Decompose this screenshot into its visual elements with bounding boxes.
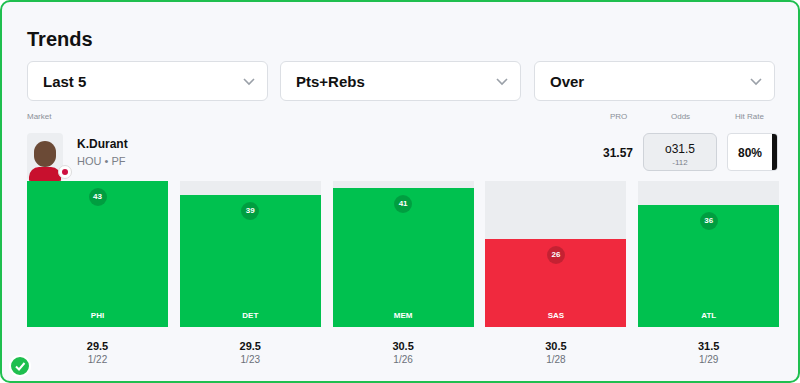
category-label: MEM (333, 311, 474, 320)
data-label: 41 (394, 199, 412, 208)
column-header: Odds (671, 112, 690, 121)
filter-label: Pts+Rebs (296, 73, 365, 90)
card: Trends Last 5 Pts+Rebs Over Market PRO Odds Hit… (0, 0, 800, 383)
hit-rate-bar (772, 134, 777, 171)
game-line: 31.5 (638, 340, 779, 352)
chevron-path (751, 79, 761, 84)
filter-dropdown[interactable]: Over (534, 61, 775, 101)
player-name: K.Durant (77, 137, 128, 151)
column-header: Hit Rate (735, 112, 764, 121)
data-label: 43 (89, 192, 107, 201)
category-label: PHI (27, 311, 168, 320)
value-badge: 41 (394, 195, 412, 213)
filter-label: Over (550, 73, 584, 90)
filter-dropdown[interactable]: Pts+Rebs (280, 61, 521, 101)
chevron (495, 77, 509, 87)
chevron (749, 77, 763, 87)
column-header: Market (27, 112, 51, 121)
check-path (16, 363, 25, 370)
check-icon (11, 357, 29, 375)
avatar-head (34, 141, 56, 167)
filter-label: Last 5 (43, 73, 86, 90)
game-date: 1/23 (180, 354, 321, 365)
value-badge: 36 (700, 212, 718, 230)
hit-rate-box: 80% (727, 133, 778, 171)
value-badge: 26 (547, 246, 565, 264)
player-info: HOU • PF (77, 155, 125, 167)
game-line: 29.5 (27, 340, 168, 352)
game-date: 1/26 (333, 354, 474, 365)
category-label: SAS (485, 311, 626, 320)
chevron-path (244, 79, 254, 84)
category-label: DET (180, 311, 321, 320)
value-badge: 39 (241, 202, 259, 220)
team-logo (58, 165, 72, 179)
team-logo-mark (62, 169, 68, 175)
odds-line: o31.5 (644, 142, 716, 156)
column-header: PRO (610, 112, 627, 121)
game-line: 30.5 (333, 340, 474, 352)
avatar-body (29, 167, 61, 181)
game-line: 30.5 (485, 340, 626, 352)
filter-dropdown[interactable]: Last 5 (27, 61, 268, 101)
game-date: 1/29 (638, 354, 779, 365)
hit-rate: 80% (728, 146, 772, 160)
category-label: ATL (638, 311, 779, 320)
title: Trends (27, 28, 93, 51)
value-badge: 43 (89, 188, 107, 206)
data-label: 26 (547, 250, 565, 259)
odds-box[interactable]: o31.5 -112 (643, 133, 717, 171)
bar-track (638, 181, 779, 327)
game-date: 1/28 (485, 354, 626, 365)
data-label: 39 (241, 206, 259, 215)
pro-value: 31.57 (603, 146, 633, 160)
chevron (242, 77, 256, 87)
check-badge (9, 355, 31, 377)
game-date: 1/22 (27, 354, 168, 365)
chevron-path (497, 79, 507, 84)
odds-price: -112 (644, 158, 716, 167)
data-label: 36 (700, 216, 718, 225)
game-line: 29.5 (180, 340, 321, 352)
